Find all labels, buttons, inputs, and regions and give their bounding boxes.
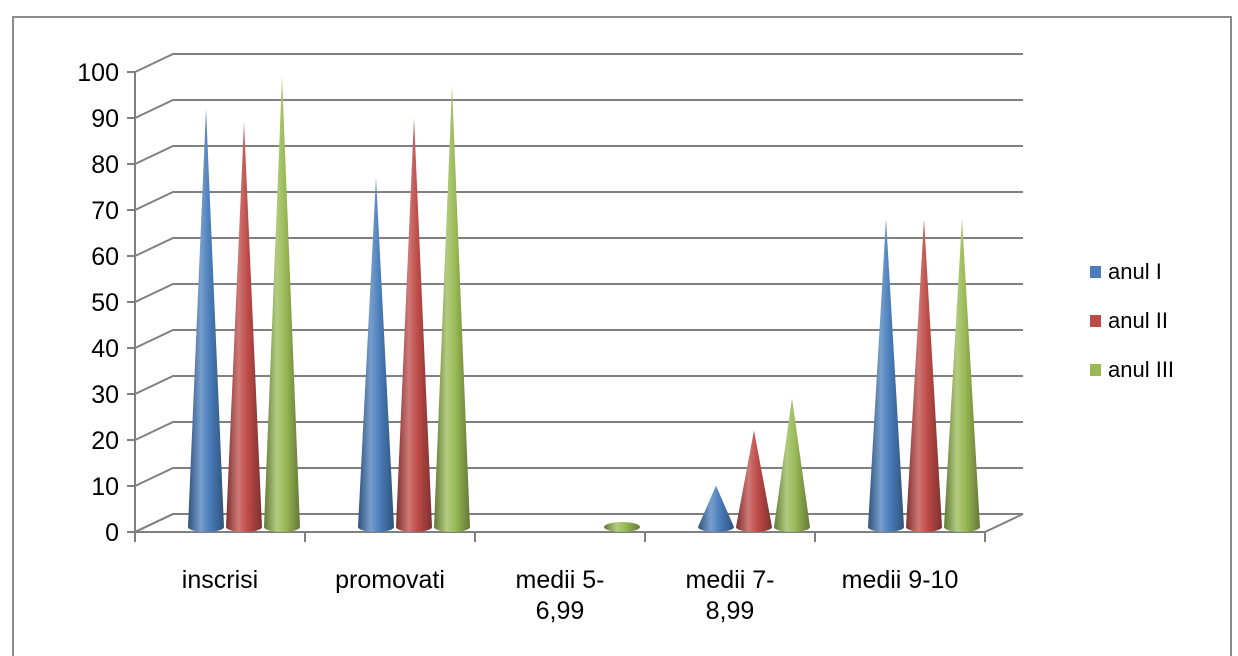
y-tick-label: 70 [91, 197, 119, 225]
legend-swatch [1090, 364, 1101, 376]
legend-swatch [1090, 266, 1101, 278]
y-tick-label: 0 [105, 519, 119, 547]
x-category-label: medii 5-6,99 [516, 566, 605, 625]
gridline [134, 283, 1023, 303]
y-tick-label: 80 [91, 151, 119, 179]
gridline [134, 145, 1023, 165]
x-axis-labels: inscrisi promovati medii 5-6,99 medii 7-8,9… [182, 566, 959, 625]
legend-label: anul II [1108, 308, 1168, 333]
bar-mark [944, 218, 980, 533]
bar-mark [698, 485, 734, 532]
plot-area [188, 76, 980, 533]
x-category-label: promovati [335, 566, 445, 594]
bar-mark [906, 218, 942, 533]
gridline [134, 421, 1023, 441]
bar-mark [868, 218, 904, 533]
gridline [134, 237, 1023, 257]
gridlines [134, 53, 1023, 533]
y-tick-label: 30 [91, 381, 119, 409]
x-category-label: medii 7-8,99 [686, 566, 775, 625]
x-category-label: medii 9-10 [842, 566, 959, 594]
y-axis-labels: 0 10 20 30 40 50 60 70 80 90 100 [77, 59, 119, 547]
gridline [134, 467, 1023, 487]
gridline [134, 53, 1023, 73]
legend-label: anul I [1108, 259, 1162, 284]
legend-label: anul III [1108, 357, 1174, 382]
bar-mark [774, 398, 810, 532]
gridline [134, 375, 1023, 395]
axes [127, 71, 986, 542]
bar-mark [188, 108, 224, 533]
y-tick-label: 50 [91, 289, 119, 317]
bar-mark [434, 85, 470, 533]
y-tick-label: 20 [91, 427, 119, 455]
chart: 0 10 20 30 40 50 60 70 80 90 100 inscrisi promovati… [77, 53, 1174, 625]
bar-mark [226, 122, 262, 532]
bar-mark [264, 76, 300, 532]
y-tick-label: 60 [91, 243, 119, 271]
gridline [134, 191, 1023, 211]
legend-swatch [1090, 315, 1101, 327]
bar-mark [604, 522, 640, 532]
y-tick-label: 10 [91, 473, 119, 501]
gridline [134, 329, 1023, 349]
y-tick-label: 100 [77, 59, 119, 87]
gridline [134, 99, 1023, 119]
x-category-label: inscrisi [182, 566, 258, 594]
bar-mark [736, 430, 772, 532]
y-tick-label: 40 [91, 335, 119, 363]
bar-mark [358, 177, 394, 532]
bar-mark [396, 117, 432, 532]
y-tick-label: 90 [91, 105, 119, 133]
legend: anul I anul II anul III [1090, 259, 1174, 382]
